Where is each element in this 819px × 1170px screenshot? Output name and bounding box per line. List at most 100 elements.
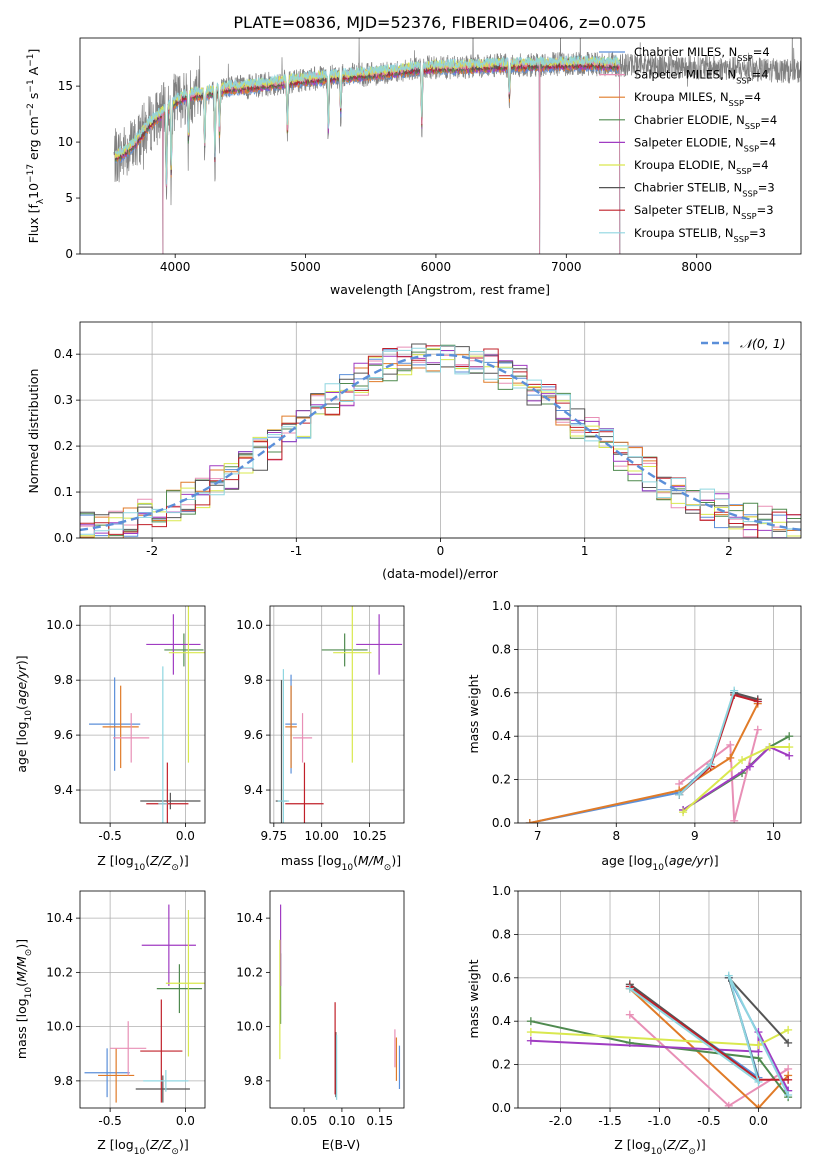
plot-area <box>89 606 205 823</box>
age_vs_mass-axes: 9.75 10.00 10.25 9.4 9.6 9.8 10.0 <box>236 605 405 843</box>
text-span: −1 <box>26 79 36 92</box>
text-span: Flux [f <box>26 204 41 244</box>
text-span: 10 <box>134 863 146 873</box>
tick-label-y: 10.2 <box>236 965 263 979</box>
text-span: ⊙ <box>171 863 179 873</box>
text-span: Salpeter ELODIE, N <box>634 135 744 149</box>
legend-label-gaussian: 𝒩(0, 1) <box>740 336 786 351</box>
text-span: SSP <box>744 143 759 153</box>
text-span: 10 <box>24 987 34 999</box>
text-span: Z [log <box>97 1137 133 1152</box>
tick-label-y: 10.0 <box>236 1020 263 1034</box>
legend-label: Chabrier MILES, NSSP=4 <box>634 45 770 63</box>
tick-label-y: 0.6 <box>492 971 511 985</box>
residual-y-label: Normed distribution <box>26 369 41 494</box>
plot-area <box>84 904 205 1103</box>
text-span: )] <box>14 655 29 665</box>
tick-label-x: -0.5 <box>98 829 121 843</box>
text-span: =4 <box>760 113 777 127</box>
text-span: ⊙ <box>171 1147 179 1157</box>
text-span: Chabrier ELODIE, N <box>634 113 745 127</box>
text-span: ( <box>662 1137 667 1152</box>
axes-frame <box>269 890 405 1109</box>
tick-label-y: 1.0 <box>492 884 511 898</box>
weight-vs-Z-y-label: mass weight <box>466 959 481 1038</box>
tick-label-y: 0.8 <box>492 642 511 656</box>
tick-label-x: 6000 <box>421 260 452 274</box>
tick-label-y: 0.4 <box>492 1014 511 1028</box>
text-span: Z [log <box>614 1137 650 1152</box>
mass-weight-line <box>530 1020 789 1098</box>
plot-area <box>80 343 801 538</box>
mass-weight-line <box>629 987 789 1108</box>
tick-label-x: -2.0 <box>549 1114 572 1128</box>
text-span: Chabrier STELIB, N <box>634 181 742 195</box>
text-span: =4 <box>753 45 770 59</box>
mass-weight-line <box>682 745 790 811</box>
text-span: Normed distribution <box>26 369 41 494</box>
tick-label-y: 9.8 <box>244 1074 263 1088</box>
tick-label-y: 9.4 <box>244 783 263 797</box>
age-vs-mass-x-label: mass [log10(M/M⊙)] <box>281 853 401 873</box>
mass-vs-Z-x-label: Z [log10(Z/Z⊙)] <box>97 1137 188 1157</box>
text-span: Kroupa MILES, N <box>634 90 729 104</box>
weight-vs-age-y-label: mass weight <box>466 674 481 753</box>
text-span: Z/Z <box>666 1137 689 1152</box>
mass_weight_vs_age-axes: 7 8 9 10 0.0 0.2 0.4 0.6 0.8 1.0 <box>492 599 802 843</box>
text-span: (data-model)/error <box>382 566 499 581</box>
text-span: ( <box>14 982 29 987</box>
tick-label-y: 10.2 <box>46 965 73 979</box>
observed-spectrum-line <box>113 38 801 206</box>
figure-title: PLATE=0836, MJD=52376, FIBERID=0406, z=0… <box>233 13 646 32</box>
text-span: =3 <box>749 226 766 240</box>
text-span: 10 <box>134 1147 146 1157</box>
text-span: ⊙ <box>384 863 392 873</box>
tick-label-x: 1 <box>581 544 589 558</box>
text-span: M/M <box>14 956 29 982</box>
text-span: wavelength [Angstrom, rest frame] <box>330 282 550 297</box>
tick-label-y: 0.0 <box>54 531 73 545</box>
text-span: SSP <box>729 98 744 108</box>
residual_histogram-axes: -2 -1 0 1 2 0.0 0.1 0.2 0.3 0.4 <box>54 321 802 558</box>
ticks: 0.05 0.10 0.15 9.8 10.0 10.2 10.4 <box>236 911 393 1128</box>
ticks: -0.5 0.0 9.4 9.6 9.8 10.0 <box>46 618 195 843</box>
tick-label-x: -0.5 <box>98 1114 121 1128</box>
tick-label-y: 9.8 <box>244 673 263 687</box>
tick-label-x: 0 <box>437 544 445 558</box>
tick-label-x: 0.05 <box>291 1114 318 1128</box>
text-span: Z/Z <box>149 1137 172 1152</box>
text-span: age/yr <box>669 853 710 868</box>
text-span: =3 <box>758 181 775 195</box>
ticks: -0.5 0.0 9.8 10.0 10.2 10.4 <box>46 911 195 1128</box>
tick-label-y: 0.3 <box>54 393 73 407</box>
text-span: age/yr <box>14 664 29 705</box>
text-span: mass [log <box>14 998 29 1059</box>
text-span: ( <box>353 853 358 868</box>
plot-area <box>526 971 793 1108</box>
tick-label-y: 10.0 <box>46 1020 73 1034</box>
grid <box>80 322 801 539</box>
mass-weight-line <box>629 975 789 1096</box>
tick-label-x: 2 <box>725 544 733 558</box>
text-span: Z/Z <box>149 853 172 868</box>
age-vs-Z-y-label: age [log10(age/yr)] <box>14 655 34 772</box>
axes-frame <box>79 605 206 824</box>
text-span: M/M <box>358 853 384 868</box>
tick-label-y: 0 <box>65 247 73 261</box>
text-span: =3 <box>757 203 774 217</box>
plot-area <box>113 38 801 254</box>
tick-label-x: 9.75 <box>260 829 287 843</box>
ticks: -2.0 -1.5 -1.0 -0.5 0.0 0.0 0.2 0.4 0.6 0.8 1.0 <box>492 884 768 1128</box>
grid <box>80 606 205 823</box>
mass_weight_vs_Z-axes: -2.0 -1.5 -1.0 -0.5 0.0 0.0 0.2 0.4 0.6 0.8 1.0 <box>492 884 802 1128</box>
text-span: −17 <box>26 164 36 183</box>
tick-label-x: -2 <box>146 544 158 558</box>
ticks: 4000 5000 6000 7000 8000 0 5 10 15 <box>58 79 712 274</box>
text-span: −1 <box>26 54 36 67</box>
axes-frame <box>269 605 405 824</box>
text-span: 10 <box>26 183 41 199</box>
tick-label-x: 5000 <box>290 260 321 274</box>
ticks: 7 8 9 10 0.0 0.2 0.4 0.6 0.8 1.0 <box>492 599 781 843</box>
